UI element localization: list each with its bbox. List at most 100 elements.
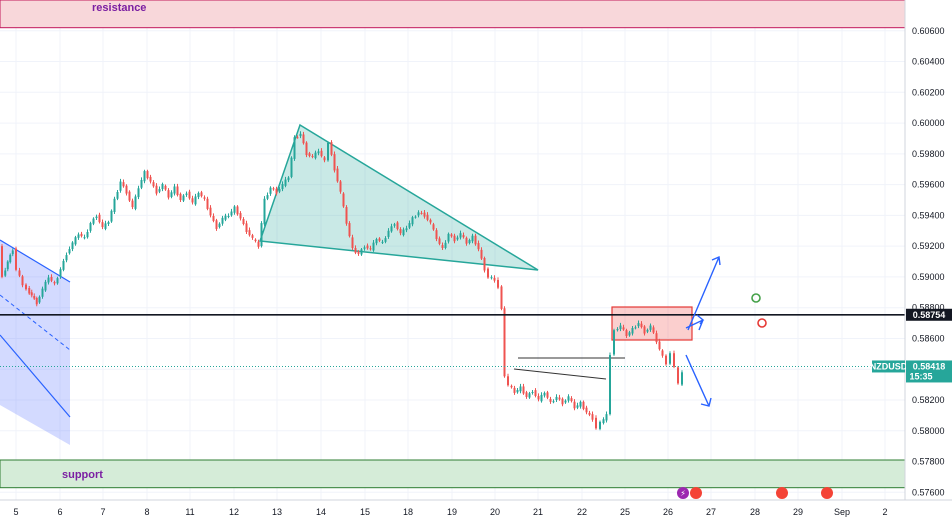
x-tick-label: 27 xyxy=(706,507,716,517)
last-price-tag: NZDUSD 0.58418 15:35 xyxy=(870,360,952,383)
candle-body xyxy=(35,298,38,305)
candle-body xyxy=(339,181,342,192)
candle-body xyxy=(53,282,56,284)
candle-body xyxy=(173,186,176,194)
candle-body xyxy=(44,281,47,291)
candle-body xyxy=(540,394,543,402)
scenario-arrows xyxy=(685,255,721,407)
us-flag-icon xyxy=(690,487,702,499)
candle-body xyxy=(155,185,158,194)
candle-body xyxy=(239,213,242,219)
candle-body xyxy=(1,246,3,277)
candle-body xyxy=(408,223,411,228)
candle-body xyxy=(474,235,477,245)
y-tick-label: 0.57800 xyxy=(912,457,945,467)
candle-body xyxy=(546,392,549,398)
candle-body xyxy=(591,414,594,420)
x-tick-label: 7 xyxy=(100,507,105,517)
candle-body xyxy=(161,184,164,190)
candle-body xyxy=(176,186,179,196)
x-tick-label: 20 xyxy=(490,507,500,517)
candle-body xyxy=(525,392,528,397)
candle-body xyxy=(68,249,71,254)
candle-body xyxy=(609,355,611,415)
candle-body xyxy=(588,412,591,415)
candle-body xyxy=(4,270,7,276)
candle-body xyxy=(92,218,95,224)
flash-event-icon xyxy=(677,487,689,499)
candle-body xyxy=(599,421,601,429)
candle-body xyxy=(426,214,429,220)
candle-body xyxy=(50,276,53,281)
y-tick-label: 0.60000 xyxy=(912,118,945,128)
candle-body xyxy=(384,238,387,242)
candle-body xyxy=(248,230,251,236)
candle-body xyxy=(15,248,17,270)
x-tick-label: 26 xyxy=(663,507,673,517)
candle-body xyxy=(290,157,293,177)
candle-body xyxy=(143,171,146,182)
candle-body xyxy=(372,242,375,251)
candle-body xyxy=(299,133,302,137)
event-icons[interactable]: ⚡ xyxy=(677,487,833,499)
channel-mid-line xyxy=(0,294,71,351)
candle-body xyxy=(579,401,582,407)
price-axis[interactable]: 0.60600 0.60400 0.60200 0.60000 0.59800 0.596… xyxy=(912,26,945,498)
candle-body xyxy=(459,233,462,238)
candle-body xyxy=(435,230,438,240)
candle-body xyxy=(170,192,173,197)
candle-body xyxy=(549,398,552,402)
candle-body xyxy=(266,195,269,199)
candle-body xyxy=(661,350,664,356)
candle-body xyxy=(320,150,323,157)
candle-body xyxy=(665,355,667,365)
candle-body xyxy=(221,217,224,224)
y-tick-label: 0.58000 xyxy=(912,426,945,436)
level-price-tag: 0.58754 xyxy=(906,308,952,321)
candle-body xyxy=(387,230,390,237)
channel-lower-line xyxy=(0,334,71,418)
x-tick-label: 22 xyxy=(577,507,587,517)
candle-body xyxy=(86,232,89,238)
candle-body xyxy=(119,181,122,191)
candle-body xyxy=(188,191,191,199)
candle-body xyxy=(487,268,489,278)
candle-body xyxy=(230,211,233,216)
candle-body xyxy=(311,156,314,157)
candle-body xyxy=(681,372,683,385)
y-tick-label: 0.59400 xyxy=(912,210,945,220)
candle-body xyxy=(351,237,354,248)
candle-body xyxy=(658,341,661,350)
candle-body xyxy=(360,249,363,255)
candle-body xyxy=(314,152,317,159)
x-tick-label: 13 xyxy=(272,507,282,517)
y-tick-label: 0.60600 xyxy=(912,26,945,36)
candle-body xyxy=(655,333,658,343)
arrow-up-long xyxy=(687,255,721,331)
candle-body xyxy=(503,308,506,377)
candle-body xyxy=(122,182,125,187)
candle-body xyxy=(263,198,266,225)
candle-body xyxy=(80,233,83,237)
time-axis[interactable]: 5 6 7 8 11 12 13 14 15 18 19 20 21 22 25 26 27 28 29 Sep 2 xyxy=(13,507,887,517)
candle-body xyxy=(513,387,516,393)
candle-body xyxy=(471,235,474,242)
candle-body xyxy=(62,260,65,270)
candle-body xyxy=(345,207,348,224)
candle-body xyxy=(260,223,263,247)
candle-body xyxy=(30,292,33,296)
x-tick-label: 6 xyxy=(57,507,62,517)
candle-body xyxy=(134,196,137,209)
candle-body xyxy=(649,325,652,330)
candle-body xyxy=(215,220,218,229)
candle-body xyxy=(468,240,471,244)
candle-body xyxy=(236,206,239,215)
candle-body xyxy=(500,286,503,309)
candle-body xyxy=(637,323,640,327)
candle-body xyxy=(595,417,597,429)
candle-body xyxy=(164,185,167,190)
us-flag-icon xyxy=(776,487,788,499)
candle-body xyxy=(308,153,311,156)
candle-body xyxy=(366,245,369,249)
